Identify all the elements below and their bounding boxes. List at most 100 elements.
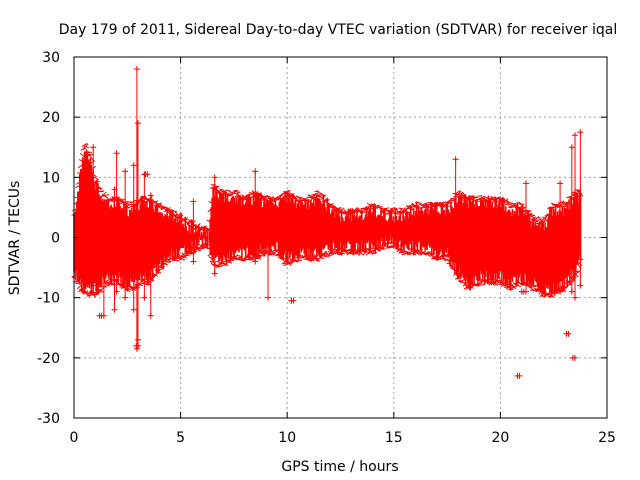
- sdtvar-cap: [314, 257, 321, 262]
- sdtvar-cap: [322, 197, 329, 203]
- sdtvar-spike-top: [577, 129, 584, 136]
- sdtvar-cap: [354, 251, 360, 256]
- sdtvar-spike-top: [113, 150, 120, 157]
- sdtvar-spike-bottom: [134, 336, 141, 343]
- sdtvar-cap: [413, 248, 420, 255]
- sdtvar-cap: [540, 220, 546, 223]
- sdtvar-cap: [285, 190, 291, 194]
- sdtvar-cap: [510, 282, 517, 290]
- sdtvar-cap: [320, 194, 327, 200]
- sdtvar-outlier: [571, 354, 578, 361]
- sdtvar-cap: [318, 255, 325, 260]
- sdtvar-spike-top: [522, 180, 529, 187]
- sdtvar-cap: [93, 178, 99, 184]
- sdtvar-spike-top: [265, 210, 272, 217]
- sdtvar-cap: [156, 268, 163, 273]
- sdtvar-cap: [97, 186, 103, 190]
- sdtvar-spike-bottom: [190, 258, 197, 265]
- sdtvar-cap: [477, 195, 483, 197]
- x-tick-label: 0: [70, 430, 79, 446]
- sdtvar-cap: [561, 285, 567, 289]
- sdtvar-cap: [378, 206, 384, 211]
- sdtvar-cap: [125, 202, 131, 206]
- y-tick-label: -20: [37, 351, 60, 367]
- sdtvar-cap: [361, 210, 367, 214]
- sdtvar-cap: [225, 194, 232, 197]
- sdtvar-cap: [215, 187, 221, 194]
- sdtvar-cap: [438, 201, 445, 207]
- sdtvar-cap: [392, 208, 399, 211]
- sdtvar-cap: [102, 195, 109, 199]
- sdtvar-cap: [258, 193, 264, 201]
- sdtvar-cap: [214, 185, 220, 190]
- sdtvar-cap: [96, 185, 102, 190]
- sdtvar-cap: [394, 247, 401, 252]
- sdtvar-cap: [104, 194, 110, 196]
- x-tick-label: 5: [176, 430, 185, 446]
- sdtvar-cap: [175, 257, 182, 260]
- sdtvar-cap: [351, 207, 358, 215]
- sdtvar-cap: [104, 281, 111, 286]
- sdtvar-cap: [326, 204, 332, 208]
- y-tick-label: 30: [42, 50, 60, 66]
- sdtvar-cap: [197, 227, 203, 231]
- sdtvar-cap: [441, 253, 448, 258]
- sdtvar-cap: [293, 260, 300, 263]
- y-tick-label: -10: [37, 291, 60, 307]
- sdtvar-cap: [568, 196, 574, 199]
- sdtvar-cap: [236, 254, 242, 258]
- sdtvar-cap: [554, 289, 561, 292]
- sdtvar-spike-top: [130, 162, 137, 169]
- sdtvar-cap: [458, 192, 465, 199]
- sdtvar-spike-bottom: [141, 294, 148, 301]
- x-tick-label: 15: [385, 430, 403, 446]
- sdtvar-cap: [511, 285, 518, 289]
- sdtvar-cap: [386, 246, 392, 249]
- sdtvar-cap: [496, 279, 502, 285]
- data-series: [71, 66, 584, 379]
- sdtvar-cap: [123, 202, 129, 206]
- sdtvar-cap: [333, 207, 339, 212]
- sdtvar-cap: [177, 254, 184, 258]
- sdtvar-cap: [176, 258, 183, 262]
- sdtvar-outlier: [516, 372, 523, 379]
- sdtvar-cap: [232, 190, 238, 193]
- sdtvar-cap: [444, 200, 450, 203]
- sdtvar-cap: [305, 201, 311, 203]
- sdtvar-spike-bottom: [577, 282, 584, 289]
- sdtvar-cap: [534, 218, 541, 223]
- x-tick-label: 10: [278, 430, 296, 446]
- sdtvar-spike-bottom: [147, 312, 154, 319]
- sdtvar-spike-bottom: [452, 252, 459, 259]
- sdtvar-spike-bottom: [113, 288, 120, 295]
- sdtvar-cap: [437, 256, 444, 260]
- sdtvar-cap: [400, 207, 406, 215]
- sdtvar-spike-bottom: [90, 282, 97, 289]
- sdtvar-cap: [388, 211, 395, 214]
- sdtvar-cap: [186, 218, 192, 225]
- sdtvar-cap: [575, 270, 581, 273]
- sdtvar-cap: [188, 248, 194, 256]
- sdtvar-cap: [176, 212, 183, 221]
- sdtvar-cap: [162, 262, 168, 266]
- sdtvar-spike-bottom: [211, 270, 218, 277]
- sdtvar-cap: [505, 287, 512, 291]
- chart-title: Day 179 of 2011, Sidereal Day-to-day VTE…: [59, 22, 617, 38]
- sdtvar-cap: [314, 192, 321, 197]
- sdtvar-cap: [323, 255, 329, 258]
- sdtvar-spike-bottom: [122, 294, 129, 301]
- sdtvar-cap: [311, 256, 317, 261]
- sdtvar-cap: [515, 282, 522, 288]
- sdtvar-cap: [167, 209, 173, 212]
- y-tick-label: -30: [37, 411, 60, 427]
- sdtvar-cap: [78, 288, 85, 293]
- sdtvar-cap: [480, 196, 487, 201]
- sdtvar-cap: [363, 206, 370, 212]
- sdtvar-cap: [398, 248, 405, 255]
- sdtvar-cap: [129, 201, 136, 204]
- sdtvar-cap: [89, 160, 96, 165]
- sdtvar-cap: [175, 212, 182, 219]
- sdtvar-cap: [488, 196, 495, 200]
- sdtvar-cap: [549, 295, 555, 298]
- y-tick-label: 0: [51, 231, 60, 247]
